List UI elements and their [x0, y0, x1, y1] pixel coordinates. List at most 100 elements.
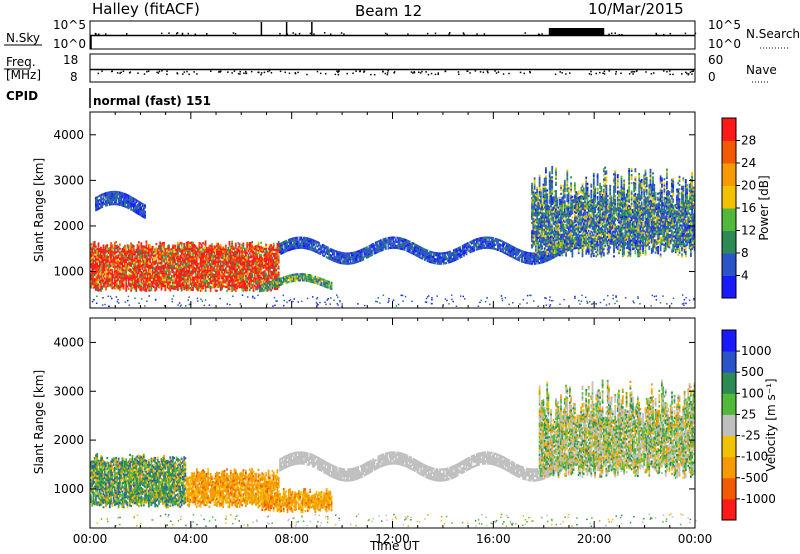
range-gate-cell: [434, 260, 436, 263]
range-gate-cell: [526, 253, 528, 256]
nave-dot: [166, 73, 168, 76]
range-gate-cell: [504, 252, 507, 255]
range-gate-cell: [218, 256, 221, 259]
nave-dot: [479, 71, 482, 73]
range-gate-cell: [223, 254, 226, 257]
range-gate-cell: [267, 247, 270, 250]
range-gate-cell: [164, 280, 167, 283]
range-gate-cell: [218, 275, 221, 278]
range-gate-cell: [177, 266, 179, 269]
range-gate-cell: [142, 211, 145, 214]
range-gate-cell: [96, 258, 99, 261]
range-gate-cell: [129, 201, 131, 204]
range-gate-cell: [275, 252, 278, 255]
range-gate-cell: [267, 278, 270, 281]
range-gate-cell: [100, 198, 102, 201]
range-gate-cell: [122, 194, 125, 197]
range-gate-cell: [179, 260, 182, 263]
range-gate-cell: [132, 273, 135, 276]
range-gate-cell: [227, 255, 230, 258]
range-gate-cell: [227, 275, 230, 278]
range-gate-cell: [536, 252, 538, 255]
range-gate-cell: [236, 252, 238, 255]
range-gate-cell: [402, 244, 405, 247]
range-gate-cell: [291, 278, 294, 281]
range-gate-cell: [275, 269, 278, 272]
range-gate-cell: [335, 256, 338, 259]
range-gate-cell: [174, 277, 177, 280]
range-gate-cell: [113, 252, 116, 255]
range-gate-cell: [270, 281, 272, 284]
range-gate-cell: [431, 257, 434, 260]
range-gate-cell: [270, 289, 272, 292]
range-gate-cell: [265, 276, 267, 279]
range-gate-cell: [255, 245, 257, 248]
range-gate-cell: [112, 194, 115, 197]
range-gate-cell: [95, 201, 97, 204]
range-gate-cell: [255, 272, 257, 275]
range-gate-cell: [116, 273, 119, 276]
range-gate-cell: [352, 253, 354, 256]
range-gate-cell: [144, 279, 146, 282]
cpid-value: normal (fast) 151: [93, 94, 211, 108]
range-gate-cell: [103, 250, 106, 253]
nsky-dot: [206, 33, 208, 35]
range-gate-cell: [483, 244, 486, 247]
range-gate-cell: [258, 272, 261, 275]
range-gate-cell: [407, 242, 410, 245]
range-gate-cell: [190, 272, 193, 275]
range-gate-cell: [227, 271, 230, 274]
nave-dot: [669, 73, 671, 76]
range-gate-cell: [534, 237, 537, 240]
range-gate-cell: [540, 259, 542, 262]
range-gate-cell: [250, 272, 252, 275]
range-gate-cell: [216, 261, 218, 264]
range-gate-cell: [231, 287, 233, 290]
range-gate-cell: [330, 250, 333, 253]
range-gate-cell: [233, 269, 236, 272]
range-gate-cell: [161, 279, 164, 282]
range-gate-cell: [154, 256, 157, 259]
range-gate-cell: [185, 260, 188, 263]
range-gate-cell: [290, 278, 293, 281]
range-gate-cell: [180, 264, 183, 267]
range-gate-cell: [311, 239, 314, 242]
range-gate-cell: [159, 270, 162, 273]
range-gate-cell: [177, 262, 179, 265]
range-gate-cell: [458, 253, 460, 256]
range-gate-cell: [197, 287, 199, 290]
range-gate-cell: [269, 260, 271, 263]
range-gate-cell: [417, 249, 420, 252]
range-gate-cell: [284, 250, 286, 253]
range-gate-cell: [95, 196, 97, 199]
range-gate-cell: [451, 253, 454, 256]
range-gate-cell: [198, 270, 201, 273]
range-gate-cell: [382, 246, 385, 249]
range-gate-cell: [113, 285, 116, 288]
range-gate-cell: [102, 285, 105, 288]
range-gate-cell: [291, 245, 294, 248]
range-gate-cell: [124, 273, 126, 276]
range-gate-cell: [261, 289, 264, 292]
range-gate-cell: [145, 257, 148, 260]
range-gate-cell: [227, 253, 230, 256]
range-gate-cell: [127, 281, 130, 284]
range-gate-cell: [352, 251, 354, 254]
range-gate-cell: [208, 251, 211, 254]
range-gate-cell: [95, 251, 97, 254]
range-gate-cell: [180, 242, 183, 245]
range-gate-cell: [216, 265, 218, 268]
range-gate-cell: [357, 260, 359, 263]
range-gate-cell: [213, 282, 216, 285]
range-gate-cell: [246, 256, 249, 259]
range-gate-cell: [110, 256, 112, 259]
range-gate-cell: [199, 259, 202, 262]
range-gate-cell: [502, 246, 504, 249]
range-gate-cell: [185, 272, 188, 275]
nave-dot: [502, 73, 505, 75]
range-gate-cell: [206, 265, 208, 268]
range-gate-cell: [141, 211, 144, 214]
range-gate-cell: [100, 281, 102, 284]
range-gate-cell: [523, 255, 526, 258]
range-gate-cell: [261, 271, 264, 274]
